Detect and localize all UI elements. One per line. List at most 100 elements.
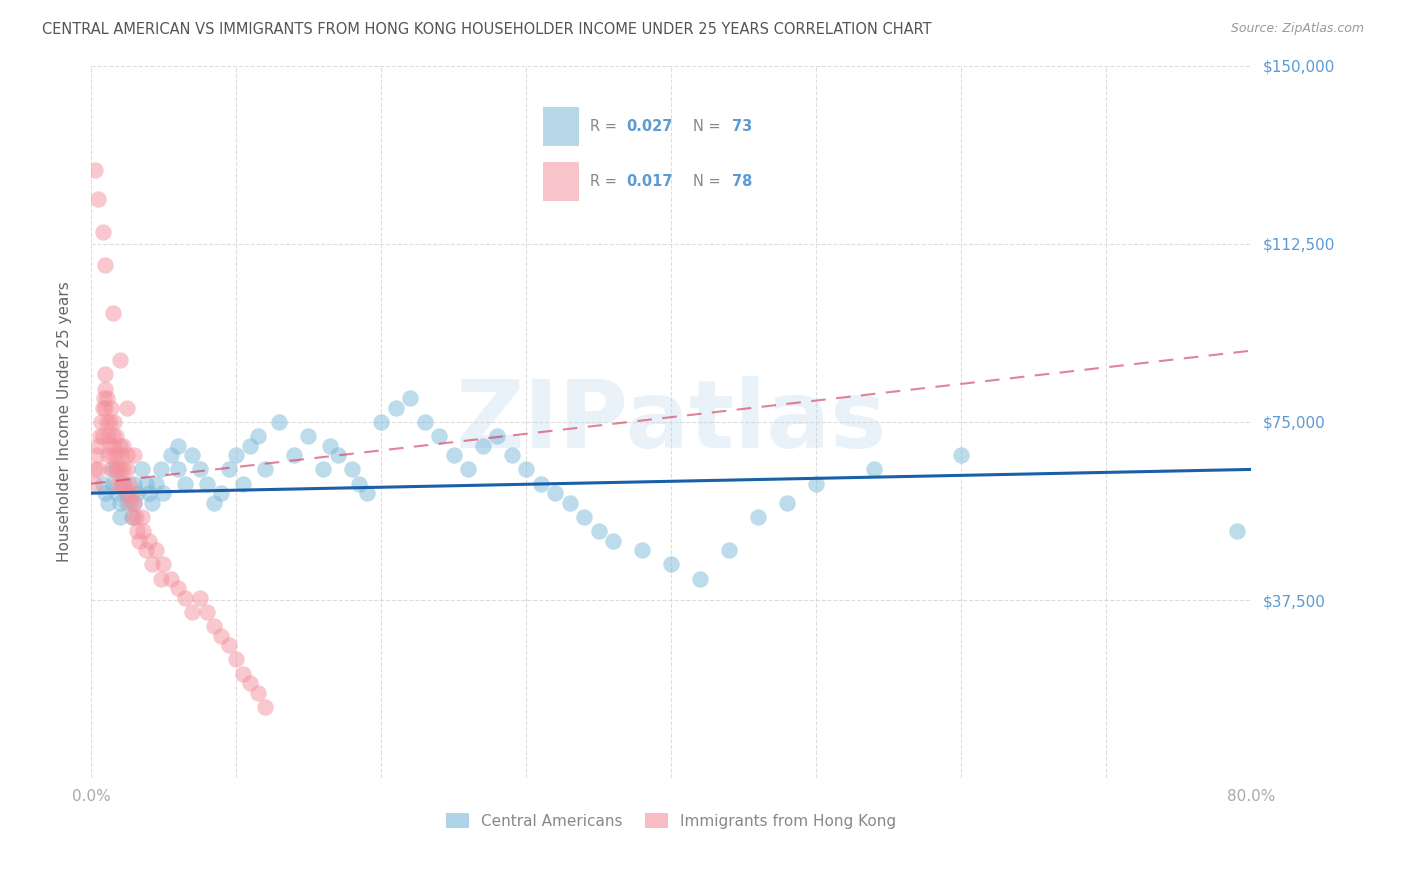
- Point: [588, 524, 610, 538]
- Point: [110, 476, 132, 491]
- Point: [91, 401, 114, 415]
- Point: [97, 448, 120, 462]
- Point: [138, 533, 160, 548]
- Point: [188, 591, 211, 605]
- Point: [384, 401, 406, 415]
- Legend: Central Americans, Immigrants from Hong Kong: Central Americans, Immigrants from Hong …: [440, 806, 903, 835]
- Point: [232, 666, 254, 681]
- Point: [631, 543, 654, 558]
- Point: [101, 462, 124, 476]
- Point: [107, 476, 129, 491]
- Point: [195, 605, 218, 619]
- Point: [108, 496, 131, 510]
- Point: [443, 448, 465, 462]
- Point: [1226, 524, 1249, 538]
- Point: [87, 439, 110, 453]
- Point: [101, 448, 124, 462]
- Point: [167, 462, 190, 476]
- Point: [225, 652, 247, 666]
- Point: [239, 676, 262, 690]
- Point: [97, 496, 120, 510]
- Point: [427, 429, 450, 443]
- Point: [122, 510, 145, 524]
- Point: [105, 462, 128, 476]
- Point: [202, 619, 225, 633]
- Point: [98, 415, 121, 429]
- Point: [529, 476, 551, 491]
- Point: [91, 429, 114, 443]
- Point: [104, 462, 127, 476]
- Point: [132, 524, 155, 538]
- Point: [515, 462, 537, 476]
- Point: [246, 686, 269, 700]
- Point: [804, 476, 827, 491]
- Point: [89, 429, 111, 443]
- Point: [253, 462, 276, 476]
- Point: [218, 638, 240, 652]
- Point: [105, 448, 128, 462]
- Point: [269, 415, 291, 429]
- Point: [94, 382, 117, 396]
- Point: [115, 462, 138, 476]
- Point: [152, 558, 174, 572]
- Point: [159, 448, 181, 462]
- Point: [83, 476, 105, 491]
- Point: [486, 429, 509, 443]
- Point: [108, 439, 131, 453]
- Point: [91, 225, 114, 239]
- Point: [131, 510, 153, 524]
- Point: [103, 439, 125, 453]
- Point: [86, 448, 108, 462]
- Point: [747, 510, 769, 524]
- Point: [96, 391, 118, 405]
- Point: [90, 415, 112, 429]
- Point: [776, 496, 799, 510]
- Point: [558, 496, 581, 510]
- Point: [87, 192, 110, 206]
- Point: [659, 558, 682, 572]
- Point: [239, 439, 262, 453]
- Point: [117, 476, 139, 491]
- Point: [104, 429, 127, 443]
- Point: [413, 415, 436, 429]
- Point: [98, 439, 121, 453]
- Point: [124, 496, 146, 510]
- Point: [127, 486, 149, 500]
- Point: [94, 368, 117, 382]
- Point: [145, 476, 167, 491]
- Point: [100, 401, 122, 415]
- Point: [105, 486, 128, 500]
- Point: [312, 462, 335, 476]
- Point: [115, 448, 138, 462]
- Point: [120, 496, 142, 510]
- Point: [356, 486, 378, 500]
- Point: [115, 486, 138, 500]
- Point: [103, 415, 125, 429]
- Point: [141, 558, 163, 572]
- Point: [112, 476, 135, 491]
- Point: [159, 572, 181, 586]
- Point: [225, 448, 247, 462]
- Point: [195, 476, 218, 491]
- Point: [111, 476, 134, 491]
- Point: [97, 429, 120, 443]
- Point: [127, 524, 149, 538]
- Point: [471, 439, 494, 453]
- Point: [108, 462, 131, 476]
- Point: [108, 510, 131, 524]
- Point: [110, 448, 132, 462]
- Point: [115, 401, 138, 415]
- Point: [94, 258, 117, 272]
- Point: [181, 448, 204, 462]
- Text: CENTRAL AMERICAN VS IMMIGRANTS FROM HONG KONG HOUSEHOLDER INCOME UNDER 25 YEARS : CENTRAL AMERICAN VS IMMIGRANTS FROM HONG…: [42, 22, 932, 37]
- Point: [121, 486, 143, 500]
- Point: [84, 462, 107, 476]
- Point: [149, 572, 172, 586]
- Point: [100, 462, 122, 476]
- Point: [149, 462, 172, 476]
- Point: [101, 305, 124, 319]
- Point: [84, 163, 107, 178]
- Point: [297, 429, 319, 443]
- Point: [544, 486, 567, 500]
- Point: [131, 462, 153, 476]
